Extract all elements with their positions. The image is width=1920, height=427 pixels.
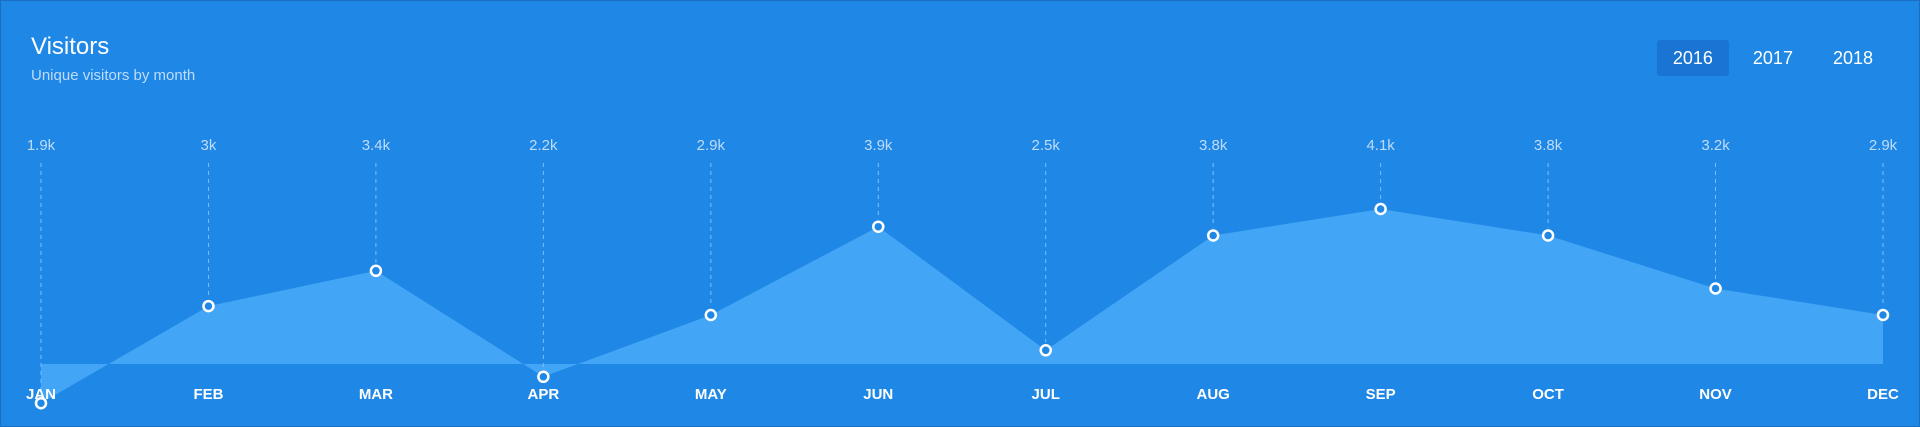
month-label-apr: APR — [528, 386, 560, 403]
month-label-nov: NOV — [1699, 386, 1732, 403]
data-point-mar — [369, 264, 383, 278]
data-point-jun — [872, 220, 885, 233]
month-label-sep: SEP — [1366, 386, 1396, 403]
month-label-may: MAY — [695, 386, 727, 403]
data-point-feb — [202, 299, 215, 313]
value-label-jan: 1.9k — [27, 137, 56, 154]
value-label-jul: 2.5k — [1032, 137, 1061, 154]
month-label-jan: JAN — [26, 386, 56, 403]
month-label-aug: AUG — [1197, 386, 1230, 403]
value-label-feb: 3k — [201, 137, 217, 154]
value-label-sep: 4.1k — [1366, 137, 1395, 154]
year-tab-2018[interactable]: 2018 — [1832, 48, 1873, 68]
month-label-jun: JUN — [863, 386, 893, 403]
data-point-oct — [1541, 229, 1555, 242]
data-point-jul — [1039, 344, 1052, 357]
value-label-aug: 3.8k — [1199, 137, 1228, 154]
year-tab-2016[interactable]: 2016 — [1656, 40, 1729, 76]
value-label-jun: 3.9k — [864, 137, 893, 154]
value-label-may: 2.9k — [697, 137, 726, 154]
month-label-jul: JUL — [1032, 386, 1060, 403]
chart-subtitle: Unique visitors by month — [31, 67, 196, 84]
value-label-mar: 3.4k — [362, 137, 391, 154]
data-point-sep — [1374, 202, 1387, 216]
year-tabs: 2016 2017 2018 — [1656, 40, 1889, 76]
card-header: Visitors Unique visitors by month — [31, 31, 195, 87]
data-point-may — [704, 308, 718, 322]
value-label-oct: 3.8k — [1534, 137, 1563, 154]
data-point-dec — [1876, 308, 1890, 322]
area-series — [41, 209, 1883, 404]
month-label-feb: FEB — [193, 386, 223, 403]
month-label-dec: DEC — [1867, 386, 1899, 403]
data-point-apr — [537, 370, 550, 384]
data-point-nov — [1709, 282, 1722, 295]
chart-title: Visitors — [31, 33, 110, 60]
data-point-aug — [1206, 229, 1220, 242]
value-label-dec: 2.9k — [1869, 137, 1898, 154]
value-label-apr: 2.2k — [529, 137, 558, 154]
month-label-mar: MAR — [359, 386, 393, 403]
month-label-oct: OCT — [1532, 386, 1564, 403]
year-tab-2017[interactable]: 2017 — [1752, 48, 1793, 68]
data-point-jan — [34, 396, 48, 410]
value-label-nov: 3.2k — [1701, 137, 1730, 154]
